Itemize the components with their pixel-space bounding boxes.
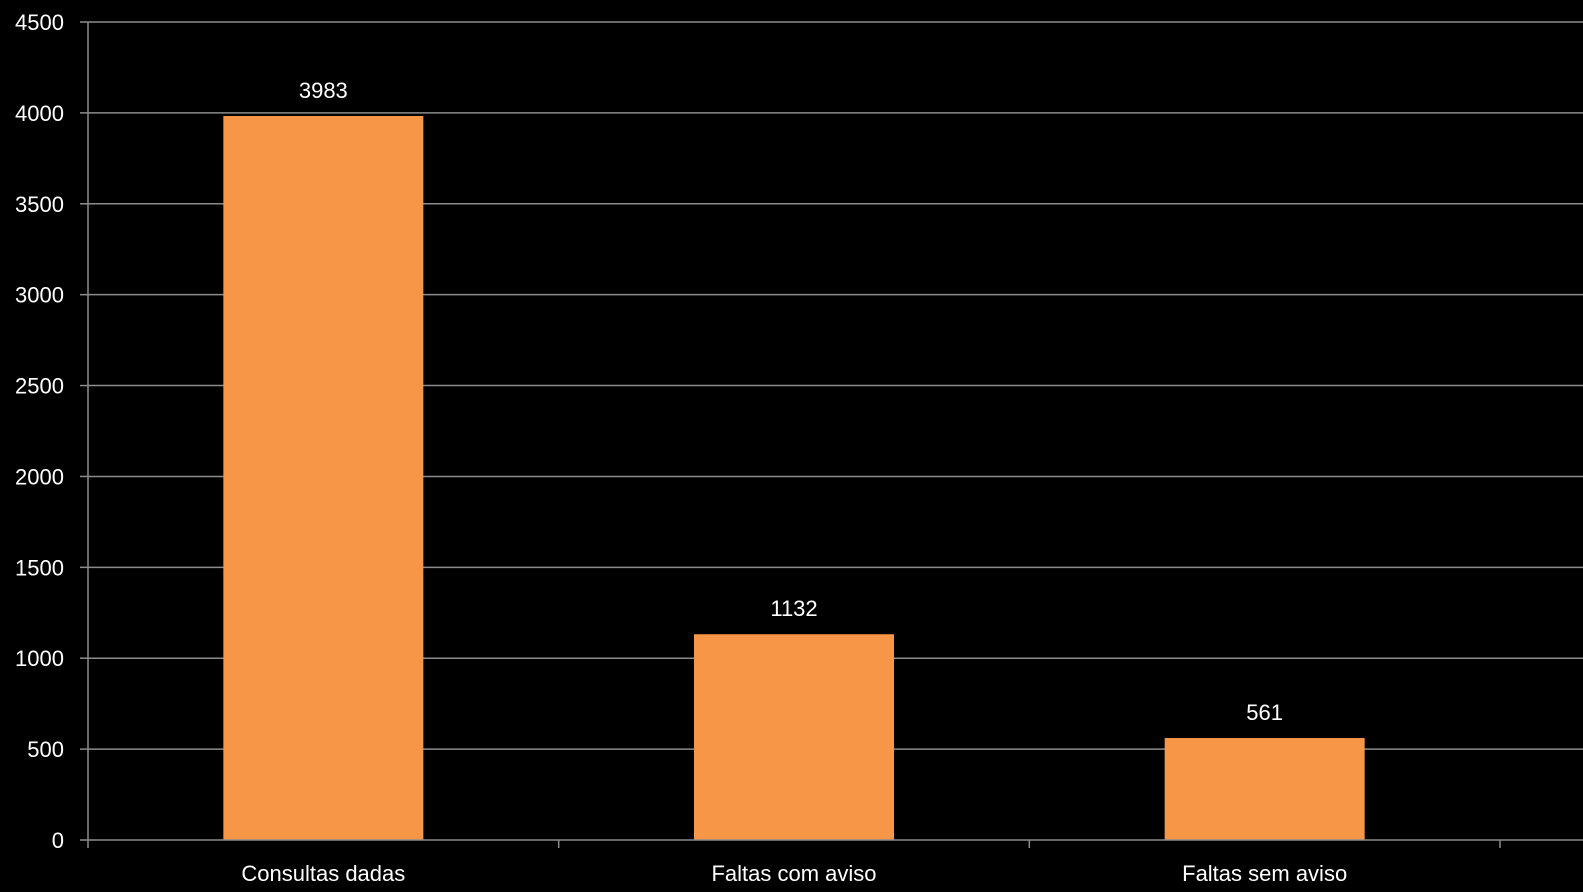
data-label: 3983 bbox=[299, 78, 348, 103]
y-tick-label: 3500 bbox=[15, 192, 64, 217]
y-axis-ticks: 0 500 1000 1500 2000 2500 3000 3500 4000 4500 bbox=[15, 10, 88, 853]
axes bbox=[87, 22, 1583, 841]
y-tick-label: 3000 bbox=[15, 283, 64, 308]
y-tick-label: 4500 bbox=[15, 10, 64, 35]
data-label: 1132 bbox=[770, 596, 817, 621]
y-tick-label: 2000 bbox=[15, 464, 64, 489]
bar-2 bbox=[694, 634, 894, 840]
data-labels: 3983 1132 561 bbox=[299, 78, 1283, 725]
bar-3 bbox=[1164, 738, 1365, 840]
bar-1 bbox=[223, 115, 424, 840]
y-tick-label: 1000 bbox=[15, 646, 64, 671]
x-category-label: Consultas dadas bbox=[241, 861, 405, 886]
y-tick-label: 500 bbox=[27, 737, 64, 762]
y-tick-label: 1500 bbox=[15, 555, 64, 580]
x-category-label: Faltas com aviso bbox=[711, 861, 876, 886]
y-tick-label: 2500 bbox=[15, 374, 64, 399]
bars bbox=[223, 115, 1365, 840]
y-tick-label: 0 bbox=[52, 828, 64, 853]
y-tick-label: 4000 bbox=[15, 101, 64, 126]
x-category-label: Faltas sem aviso bbox=[1182, 861, 1347, 886]
x-axis-ticks: Consultas dadas Faltas com aviso Faltas se… bbox=[87, 840, 1501, 886]
data-label: 561 bbox=[1246, 700, 1283, 725]
